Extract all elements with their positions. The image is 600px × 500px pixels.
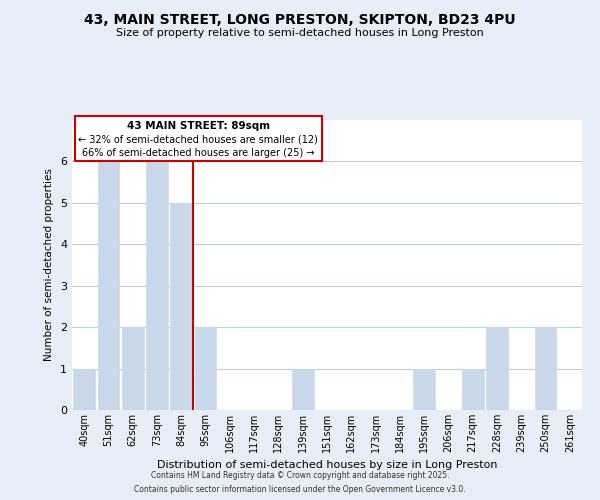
Bar (486, 327, 508, 410)
Bar (462, 368, 484, 410)
Bar (413, 368, 435, 410)
Text: 66% of semi-detached houses are larger (25) →: 66% of semi-detached houses are larger (… (82, 148, 314, 158)
Text: Contains public sector information licensed under the Open Government Licence v3: Contains public sector information licen… (134, 484, 466, 494)
Text: Contains HM Land Registry data © Crown copyright and database right 2025.: Contains HM Land Registry data © Crown c… (151, 472, 449, 480)
Bar (194, 327, 217, 410)
Bar (170, 203, 192, 410)
Bar (292, 368, 314, 410)
Y-axis label: Number of semi-detached properties: Number of semi-detached properties (44, 168, 55, 362)
Bar (73, 368, 95, 410)
Text: 43, MAIN STREET, LONG PRESTON, SKIPTON, BD23 4PU: 43, MAIN STREET, LONG PRESTON, SKIPTON, … (84, 12, 516, 26)
Text: ← 32% of semi-detached houses are smaller (12): ← 32% of semi-detached houses are smalle… (78, 134, 318, 144)
Bar (535, 327, 556, 410)
Text: Size of property relative to semi-detached houses in Long Preston: Size of property relative to semi-detach… (116, 28, 484, 38)
X-axis label: Distribution of semi-detached houses by size in Long Preston: Distribution of semi-detached houses by … (157, 460, 497, 470)
Text: 43 MAIN STREET: 89sqm: 43 MAIN STREET: 89sqm (127, 121, 270, 131)
Bar (146, 162, 168, 410)
FancyBboxPatch shape (74, 116, 322, 161)
Bar (97, 162, 119, 410)
Bar (122, 327, 143, 410)
